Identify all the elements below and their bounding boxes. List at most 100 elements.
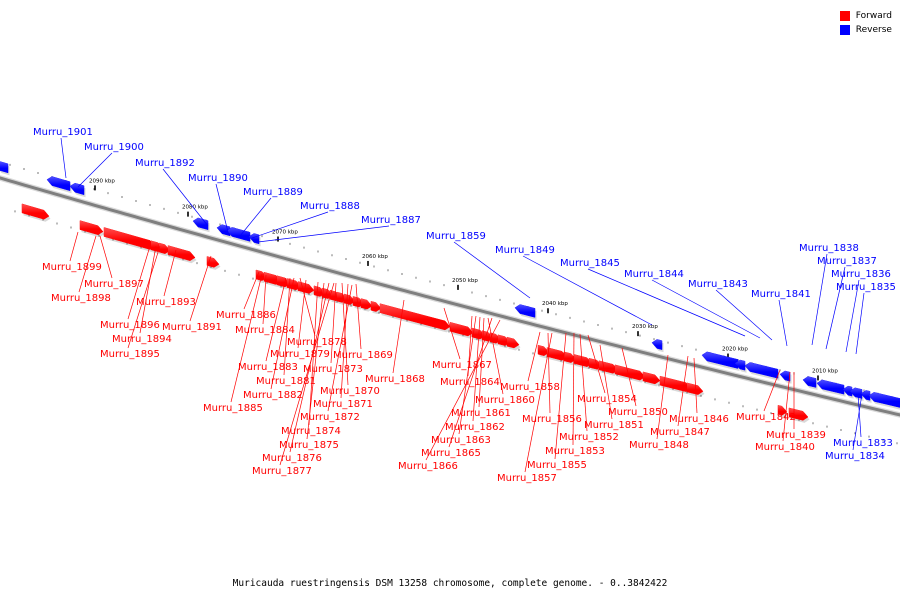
leader-line: [265, 277, 287, 362]
gene-label: Murru_1867: [432, 360, 492, 371]
gene-highlight: [22, 203, 49, 220]
leader-line: [587, 268, 746, 337]
leader-line: [845, 279, 860, 353]
gene-label: Murru_1895: [100, 349, 160, 360]
gene-label: Murru_1865: [421, 448, 481, 459]
leader-line: [715, 289, 773, 341]
leader-line: [782, 371, 791, 442]
gene-label: Murru_1894: [112, 334, 172, 345]
leader-line: [811, 253, 828, 346]
gene-label: Murru_1893: [136, 297, 196, 308]
gene-highlight: [547, 347, 567, 361]
leader-line: [579, 333, 588, 432]
leader-line: [262, 274, 267, 325]
forward-swatch: [839, 11, 850, 21]
leader-line: [656, 354, 669, 440]
gene-label: Murru_1864: [440, 377, 500, 388]
gene-label: Murru_1889: [243, 187, 303, 198]
gene-label: Murru_1857: [497, 473, 557, 484]
gene-label: Murru_1840: [755, 442, 815, 453]
leader-line: [487, 317, 504, 395]
major-tick: [277, 236, 279, 242]
leader-line: [621, 347, 637, 407]
tick-label: 2020 kbp: [722, 347, 748, 353]
gene-label: Murru_1843: [688, 279, 748, 290]
figure-caption: Muricauda ruestringensis DSM 13258 chrom…: [232, 578, 668, 589]
leader-line: [472, 316, 481, 422]
leader-line: [139, 245, 157, 334]
gene-label: Murru_1841: [751, 289, 811, 300]
reverse-swatch: [839, 25, 850, 35]
leader-line: [458, 315, 477, 435]
gene-highlight: [817, 379, 844, 395]
leader-line: [78, 235, 97, 293]
gene-highlight: [507, 337, 519, 348]
gene-label: Murru_1848: [629, 440, 689, 451]
gene-label: Murru_1849: [495, 245, 555, 256]
major-tick: [94, 185, 96, 191]
gene-label: Murru_1901: [33, 127, 93, 138]
leader-line: [693, 357, 698, 414]
gene-highlight: [745, 362, 778, 379]
leader-line: [599, 344, 613, 420]
leader-line: [327, 284, 353, 412]
leader-line: [77, 152, 113, 188]
gene-label: Murru_1845: [560, 258, 620, 269]
leader-line: [778, 299, 788, 347]
gene-highlight: [168, 245, 195, 261]
gene-label: Murru_1838: [799, 243, 859, 254]
gene-highlight: [70, 183, 84, 195]
gene-highlight: [361, 298, 372, 310]
tick-label: 2080 kbp: [182, 205, 208, 211]
legend: Forward Reverse: [839, 9, 892, 37]
leader-line: [425, 319, 501, 461]
leader-line: [60, 137, 67, 179]
gene-label: Murru_1862: [445, 422, 505, 433]
gene-highlight: [574, 354, 592, 367]
gene-highlight: [47, 176, 70, 191]
major-tick: [367, 260, 369, 266]
leader-line: [677, 355, 689, 427]
gene-highlight: [615, 364, 645, 381]
leader-line: [215, 183, 229, 233]
gene-label: Murru_1877: [252, 466, 312, 477]
gene-label: Murru_1834: [825, 451, 885, 462]
leader-line: [297, 279, 307, 349]
gene-label: Murru_1866: [398, 461, 458, 472]
gene-label: Murru_1855: [527, 460, 587, 471]
gene-label: Murru_1883: [238, 362, 298, 373]
leader-line: [99, 235, 113, 279]
gene-label: Murru_1860: [475, 395, 535, 406]
leader-line: [340, 283, 349, 399]
gene-highlight: [80, 220, 103, 235]
gene-label: Murru_1858: [500, 382, 560, 393]
gene-label: Murru_1872: [300, 412, 360, 423]
gene-label: Murru_1888: [300, 201, 360, 212]
gene-highlight: [538, 345, 549, 356]
gene-label: Murru_1844: [624, 269, 684, 280]
leader-line: [239, 197, 272, 237]
leader-line: [857, 393, 862, 438]
tick-label: 2030 kbp: [632, 324, 658, 330]
gene-highlight: [371, 301, 381, 312]
leader-line: [478, 317, 485, 408]
gene-label: Murru_1871: [313, 399, 373, 410]
leader-line: [554, 332, 567, 460]
leader-line: [189, 255, 212, 322]
gene-label: Murru_1869: [333, 350, 393, 361]
major-tick: [457, 284, 459, 290]
gene-label: Murru_1836: [831, 269, 891, 280]
gene-label: Murru_1852: [559, 432, 619, 443]
gene-label: Murru_1833: [833, 438, 893, 449]
gene-highlight: [780, 370, 790, 382]
gene-label: Murru_1885: [203, 403, 263, 414]
gene-label: Murru_1874: [281, 426, 341, 437]
gene-highlight: [104, 227, 155, 250]
gene-label: Murru_1835: [836, 282, 896, 293]
gene-highlight: [515, 304, 535, 318]
gene-highlight: [287, 278, 301, 290]
gene-label: Murru_1875: [279, 440, 339, 451]
gene-highlight: [0, 161, 8, 173]
gene-highlight: [702, 351, 738, 369]
